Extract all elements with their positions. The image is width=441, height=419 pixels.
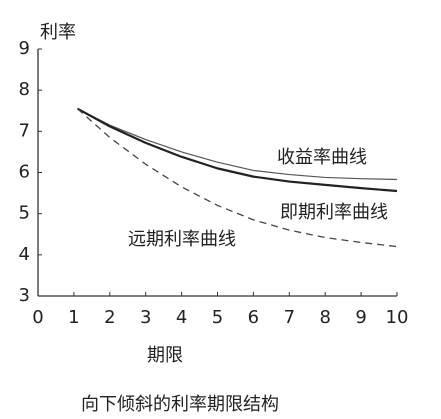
- y-axis-label: 利率: [40, 22, 76, 43]
- x-tick-label: 0: [32, 307, 43, 328]
- x-tick-label: 10: [386, 307, 409, 328]
- x-tick-label: 9: [355, 307, 366, 328]
- series-line: [76, 107, 398, 193]
- y-tick-label: 4: [19, 244, 30, 265]
- x-tick-label: 2: [104, 307, 115, 328]
- y-tick-label: 7: [19, 120, 30, 141]
- series-label: 远期利率曲线: [128, 229, 236, 250]
- y-tick-label: 8: [19, 79, 30, 100]
- y-tick-label: 3: [19, 285, 30, 306]
- y-tick-label: 9: [19, 38, 30, 59]
- x-tick-label: 4: [176, 307, 187, 328]
- x-tick-label: 1: [68, 307, 79, 328]
- caption: 向下倾斜的利率期限结构: [81, 394, 279, 415]
- x-tick-label: 3: [140, 307, 151, 328]
- y-tick-label: 5: [19, 203, 30, 224]
- series-line: [77, 108, 398, 248]
- series-label: 即期利率曲线: [280, 202, 388, 223]
- series-label: 收益率曲线: [277, 147, 367, 168]
- y-tick-label: 6: [19, 162, 30, 183]
- x-tick-label: 6: [248, 307, 259, 328]
- x-tick-label: 5: [212, 307, 223, 328]
- x-axis-label: 期限: [147, 345, 183, 366]
- x-tick-label: 8: [319, 307, 330, 328]
- x-tick-label: 7: [284, 307, 295, 328]
- series-line: [77, 108, 398, 181]
